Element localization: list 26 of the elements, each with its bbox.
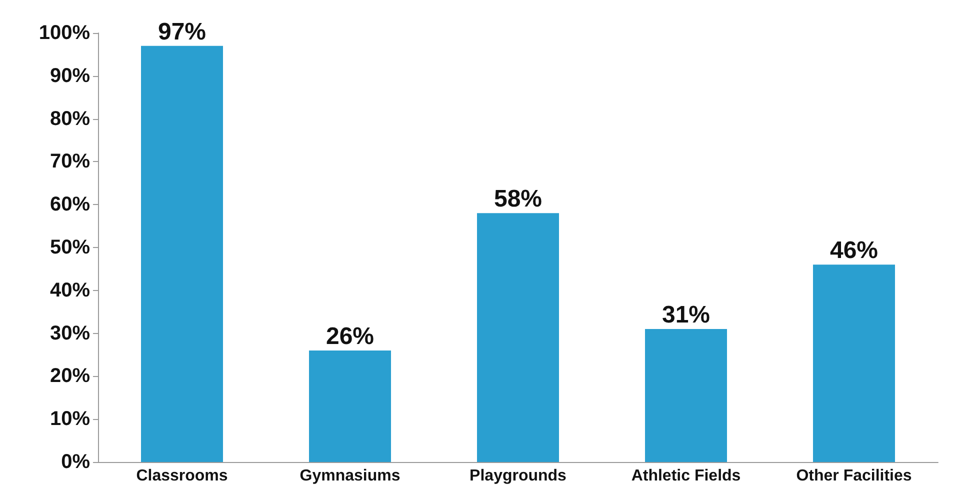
bar	[645, 329, 727, 462]
y-tick-label: 60%	[50, 194, 90, 216]
data-label: 46%	[830, 237, 878, 264]
bar	[309, 350, 391, 462]
x-tick-label: Athletic Fields	[631, 468, 741, 484]
x-tick-label: Classrooms	[136, 468, 228, 484]
x-tick-label: Gymnasiums	[300, 468, 400, 484]
x-tick-label: Playgrounds	[470, 468, 567, 484]
y-tick-label: 0%	[61, 451, 90, 473]
data-label: 26%	[326, 322, 374, 350]
bar	[477, 213, 559, 462]
y-tick-label: 40%	[50, 279, 90, 302]
y-tick-label: 10%	[50, 408, 90, 430]
bar	[813, 264, 895, 462]
y-tick-label: 30%	[50, 322, 90, 344]
y-tick-label: 50%	[50, 236, 90, 258]
y-tick-label: 80%	[50, 108, 90, 130]
bar	[141, 46, 223, 462]
y-tick-label: 100%	[38, 22, 90, 44]
y-tick-label: 70%	[50, 150, 90, 173]
data-label: 31%	[662, 302, 710, 329]
y-tick-label: 20%	[50, 365, 90, 388]
y-tick-label: 90%	[50, 64, 90, 87]
data-label: 58%	[494, 186, 542, 213]
data-label: 97%	[158, 18, 206, 46]
x-tick-label: Other Facilities	[796, 468, 912, 484]
